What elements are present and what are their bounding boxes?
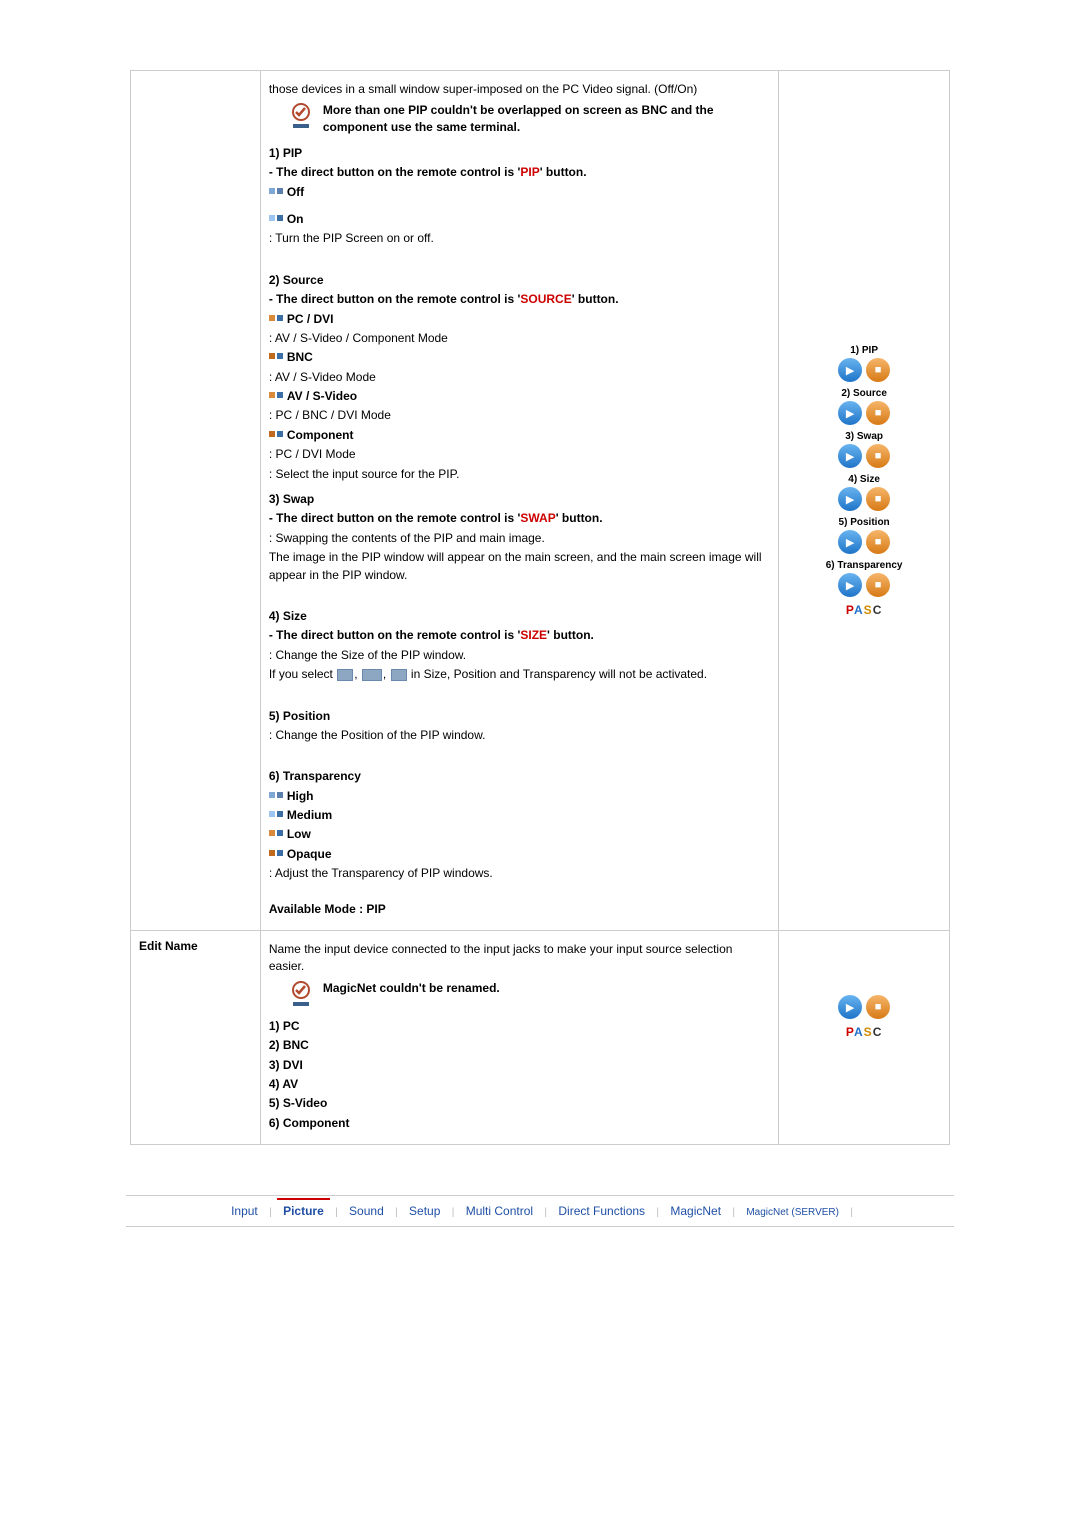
bottom-nav: Input | Picture | Sound | Setup | Multi … bbox=[126, 1195, 954, 1227]
bullet-icon bbox=[269, 849, 283, 857]
size-icon bbox=[337, 669, 353, 681]
play-icon: ▶ bbox=[838, 530, 862, 554]
stop-icon: ■ bbox=[866, 401, 890, 425]
pip-s5-title: 5) Position bbox=[269, 708, 770, 725]
nav-sound[interactable]: Sound bbox=[343, 1204, 390, 1218]
right-position: 5) Position ▶■ bbox=[787, 517, 941, 554]
pip-s1-title: 1) PIP bbox=[269, 145, 770, 162]
pip-on: On bbox=[269, 211, 770, 228]
pip-content-cell: those devices in a small window super-im… bbox=[260, 71, 778, 931]
editname-item: 4) AV bbox=[269, 1076, 770, 1093]
pip-off: Off bbox=[269, 184, 770, 201]
pip-note: More than one PIP couldn't be overlapped… bbox=[287, 102, 770, 134]
right-source: 2) Source ▶■ bbox=[787, 388, 941, 425]
note-check-icon bbox=[287, 102, 315, 130]
play-icon: ▶ bbox=[838, 573, 862, 597]
pip-s2-title: 2) Source bbox=[269, 272, 770, 289]
stop-icon: ■ bbox=[866, 444, 890, 468]
pip-s4-title: 4) Size bbox=[269, 608, 770, 625]
editname-content: Name the input device connected to the i… bbox=[260, 931, 778, 1145]
stop-icon: ■ bbox=[866, 487, 890, 511]
trans-high: High bbox=[269, 788, 770, 805]
size-icon bbox=[362, 669, 382, 681]
play-icon: ▶ bbox=[838, 487, 862, 511]
bullet-icon bbox=[269, 214, 283, 222]
bullet-icon bbox=[269, 314, 283, 322]
stop-icon: ■ bbox=[866, 358, 890, 382]
bullet-icon bbox=[269, 810, 283, 818]
editname-label: Edit Name bbox=[131, 931, 261, 1145]
nav-picture[interactable]: Picture bbox=[277, 1198, 330, 1218]
bullet-icon bbox=[269, 352, 283, 360]
pip-s1-desc: : Turn the PIP Screen on or off. bbox=[269, 230, 770, 247]
stop-icon: ■ bbox=[866, 573, 890, 597]
settings-table: those devices in a small window super-im… bbox=[130, 70, 950, 1145]
play-icon: ▶ bbox=[838, 401, 862, 425]
note-check-icon bbox=[287, 980, 315, 1008]
source-item-bnc: BNC bbox=[269, 349, 770, 366]
pip-intro: those devices in a small window super-im… bbox=[269, 81, 770, 98]
right-pip: 1) PIP ▶■ bbox=[787, 345, 941, 382]
bullet-icon bbox=[269, 430, 283, 438]
nav-magicnet-server[interactable]: MagicNet (SERVER) bbox=[740, 1207, 845, 1218]
nav-multicontrol[interactable]: Multi Control bbox=[460, 1204, 539, 1218]
editname-right: ▶■ PASC bbox=[779, 931, 950, 1145]
pip-s3-direct: - The direct button on the remote contro… bbox=[269, 510, 770, 527]
right-size: 4) Size ▶■ bbox=[787, 474, 941, 511]
pip-s1-direct: - The direct button on the remote contro… bbox=[269, 164, 770, 181]
bullet-icon bbox=[269, 187, 283, 195]
trans-medium: Medium bbox=[269, 807, 770, 824]
available-mode: Available Mode : PIP bbox=[269, 901, 770, 918]
editname-item: 1) PC bbox=[269, 1018, 770, 1035]
trans-low: Low bbox=[269, 826, 770, 843]
play-icon: ▶ bbox=[838, 358, 862, 382]
stop-icon: ■ bbox=[866, 530, 890, 554]
size-icon bbox=[391, 669, 407, 681]
pip-label-cell bbox=[131, 71, 261, 931]
pip-s2-footer: : Select the input source for the PIP. bbox=[269, 466, 770, 483]
trans-opaque: Opaque bbox=[269, 846, 770, 863]
nav-directfunctions[interactable]: Direct Functions bbox=[552, 1204, 651, 1218]
pip-s4-direct: - The direct button on the remote contro… bbox=[269, 627, 770, 644]
bullet-icon bbox=[269, 829, 283, 837]
pip-s6-title: 6) Transparency bbox=[269, 768, 770, 785]
play-icon: ▶ bbox=[838, 444, 862, 468]
bullet-icon bbox=[269, 391, 283, 399]
right-swap: 3) Swap ▶■ bbox=[787, 431, 941, 468]
pip-s4-l2: If you select , , in Size, Position and … bbox=[269, 666, 770, 683]
source-item-component: Component bbox=[269, 427, 770, 444]
pip-s3-title: 3) Swap bbox=[269, 491, 770, 508]
nav-setup[interactable]: Setup bbox=[403, 1204, 446, 1218]
stop-icon: ■ bbox=[866, 995, 890, 1019]
editname-item: 3) DVI bbox=[269, 1057, 770, 1074]
editname-item: 6) Component bbox=[269, 1115, 770, 1132]
pip-right-cell: 1) PIP ▶■ 2) Source ▶■ 3) Swap ▶■ 4) Siz… bbox=[779, 71, 950, 931]
editname-item: 5) S-Video bbox=[269, 1095, 770, 1112]
right-transparency: 6) Transparency ▶■ bbox=[787, 560, 941, 597]
nav-input[interactable]: Input bbox=[225, 1204, 264, 1218]
source-item-av: AV / S-Video bbox=[269, 388, 770, 405]
editname-note: MagicNet couldn't be renamed. bbox=[287, 980, 770, 1008]
pip-s2-direct: - The direct button on the remote contro… bbox=[269, 291, 770, 308]
editname-item: 2) BNC bbox=[269, 1037, 770, 1054]
source-item-pcdvi: PC / DVI bbox=[269, 311, 770, 328]
pasc-badge: PASC bbox=[787, 1025, 941, 1039]
nav-magicnet[interactable]: MagicNet bbox=[664, 1204, 727, 1218]
pasc-badge: PASC bbox=[787, 603, 941, 617]
play-icon: ▶ bbox=[838, 995, 862, 1019]
bullet-icon bbox=[269, 791, 283, 799]
